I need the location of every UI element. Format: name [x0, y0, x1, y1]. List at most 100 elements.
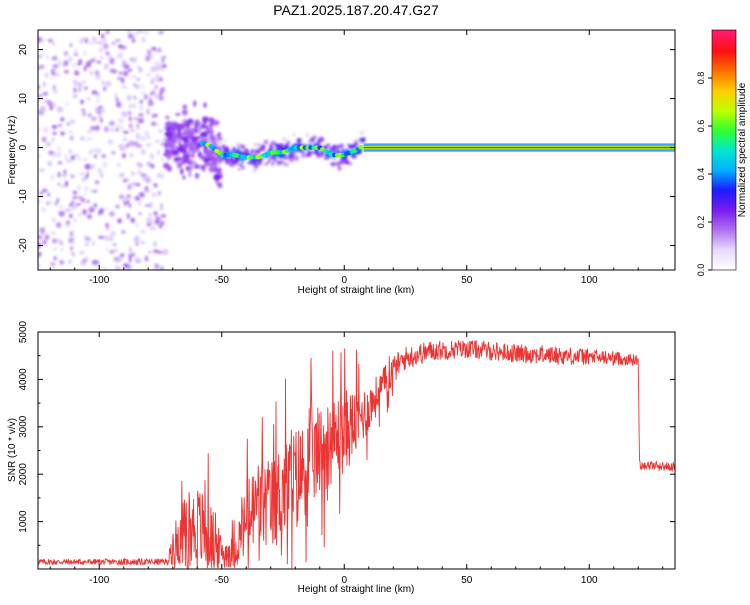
spectrogram-cell: [332, 156, 336, 160]
figure-title: PAZ1.2025.187.20.47.G27: [273, 2, 439, 18]
spectrogram-cell: [131, 103, 136, 109]
colorbar-swatch: [712, 102, 736, 105]
spectrogram-cell: [145, 55, 151, 62]
colorbar-swatch: [712, 90, 736, 93]
colorbar-swatch: [712, 170, 736, 173]
y-tick-label: 10: [18, 93, 29, 105]
spectrogram-cell: [211, 160, 218, 166]
spectrogram-cell: [63, 50, 69, 57]
spectrogram-cell: [58, 211, 65, 217]
spectrogram-cell: [39, 106, 44, 111]
spectrogram-cell: [61, 172, 67, 178]
spectrogram-cell: [183, 156, 190, 163]
spectrogram-cell: [224, 139, 227, 143]
spectrogram-cell: [144, 175, 151, 181]
colorbar-swatch: [712, 150, 736, 153]
spectrogram-cell: [147, 250, 152, 255]
spectrogram-cell: [72, 190, 78, 195]
colorbar-swatch: [712, 220, 736, 223]
spectrogram-cell: [212, 165, 216, 170]
spectrogram-cell: [67, 56, 74, 63]
spectrogram-cell: [131, 56, 138, 62]
colorbar-swatch: [712, 112, 736, 115]
spectrogram-cell: [154, 61, 160, 65]
spectrogram-cell: [217, 131, 222, 138]
spectrogram-cell: [102, 161, 108, 168]
colorbar-swatch: [712, 96, 736, 99]
x-tick-label: -50: [215, 575, 230, 586]
spectrogram-cell: [232, 146, 236, 151]
spectrogram-cell: [120, 253, 125, 258]
spectrogram-cell: [38, 198, 41, 205]
spectrogram-cell: [153, 210, 158, 217]
colorbar-swatch: [712, 148, 736, 151]
spectrogram-cell: [84, 158, 87, 162]
colorbar-swatch: [712, 64, 736, 67]
spectrogram-cell: [134, 83, 140, 90]
spectrogram-cell: [272, 157, 278, 162]
spectrogram-cell: [126, 94, 132, 101]
spectrogram-cell: [216, 137, 223, 141]
spectrogram-cell: [39, 227, 46, 234]
spectrogram-cell: [70, 246, 74, 251]
spectrogram-cell: [109, 211, 115, 217]
spectrogram-cell: [130, 129, 134, 132]
spectrogram-cell: [74, 48, 78, 55]
spectrogram-ylabel: Frequency (Hz): [7, 116, 18, 185]
colorbar-swatch: [712, 232, 736, 235]
spectrogram-cell: [127, 68, 133, 72]
spectrogram-cell: [82, 80, 86, 84]
spectrogram-cell: [95, 125, 100, 131]
spectrogram-cell: [54, 202, 58, 206]
spectrogram-cell: [133, 83, 136, 87]
spectrogram-cell: [139, 104, 144, 111]
spectrogram-cell: [143, 31, 150, 34]
spectrogram-cell: [160, 214, 167, 218]
spectrogram-cell: [72, 195, 79, 199]
spectrogram-cell: [118, 143, 124, 150]
colorbar-swatch: [712, 142, 736, 145]
snr-panel: -100 -50 0 50 100 1000 2000 3000 4000 5000 Height…: [7, 320, 676, 595]
spectrogram-cell: [128, 115, 132, 122]
spectrogram-cell: [99, 55, 105, 60]
spectrogram-cell: [78, 59, 83, 64]
spectrogram-cell: [38, 154, 41, 158]
spectrogram-cell: [43, 99, 48, 103]
spectrogram-cell: [84, 63, 90, 69]
spectrogram-cell: [77, 212, 82, 217]
spectrogram-cell: [340, 159, 346, 164]
spectrogram-cell: [154, 220, 159, 225]
colorbar-swatch: [712, 212, 736, 215]
spectrogram-cell: [204, 147, 208, 154]
colorbar-swatch: [712, 200, 736, 203]
spectrogram-cell: [60, 184, 66, 188]
spectrogram-cell: [281, 137, 287, 141]
spectrogram-cell: [39, 168, 46, 173]
y-tick-label: -20: [18, 238, 29, 253]
spectrogram-cell: [131, 252, 136, 257]
spectrogram-cell: [69, 231, 74, 237]
colorbar-swatch: [712, 152, 736, 155]
spectrogram-cell: [141, 84, 145, 89]
spectrogram-cell: [290, 152, 295, 159]
spectrogram-cell: [44, 72, 49, 78]
spectrogram-cell: [109, 120, 115, 126]
spectrogram-cell: [101, 81, 105, 86]
colorbar-swatch: [712, 190, 736, 193]
x-tick-label: -100: [89, 275, 109, 286]
spectrogram-cell: [89, 41, 94, 45]
spectrogram-cell: [279, 159, 283, 165]
spectrogram-cell: [89, 150, 92, 155]
spectrogram-cell: [181, 109, 188, 116]
spectrogram-cell: [98, 113, 103, 120]
colorbar-swatch: [712, 234, 736, 237]
colorbar-swatch: [712, 198, 736, 201]
spectrogram-cell: [183, 144, 191, 149]
spectrogram-cell: [58, 205, 64, 209]
spectrogram-cell: [94, 180, 100, 185]
colorbar-swatch: [712, 236, 736, 239]
spectrogram-cell: [173, 150, 179, 155]
spectrogram-cell: [61, 61, 65, 69]
